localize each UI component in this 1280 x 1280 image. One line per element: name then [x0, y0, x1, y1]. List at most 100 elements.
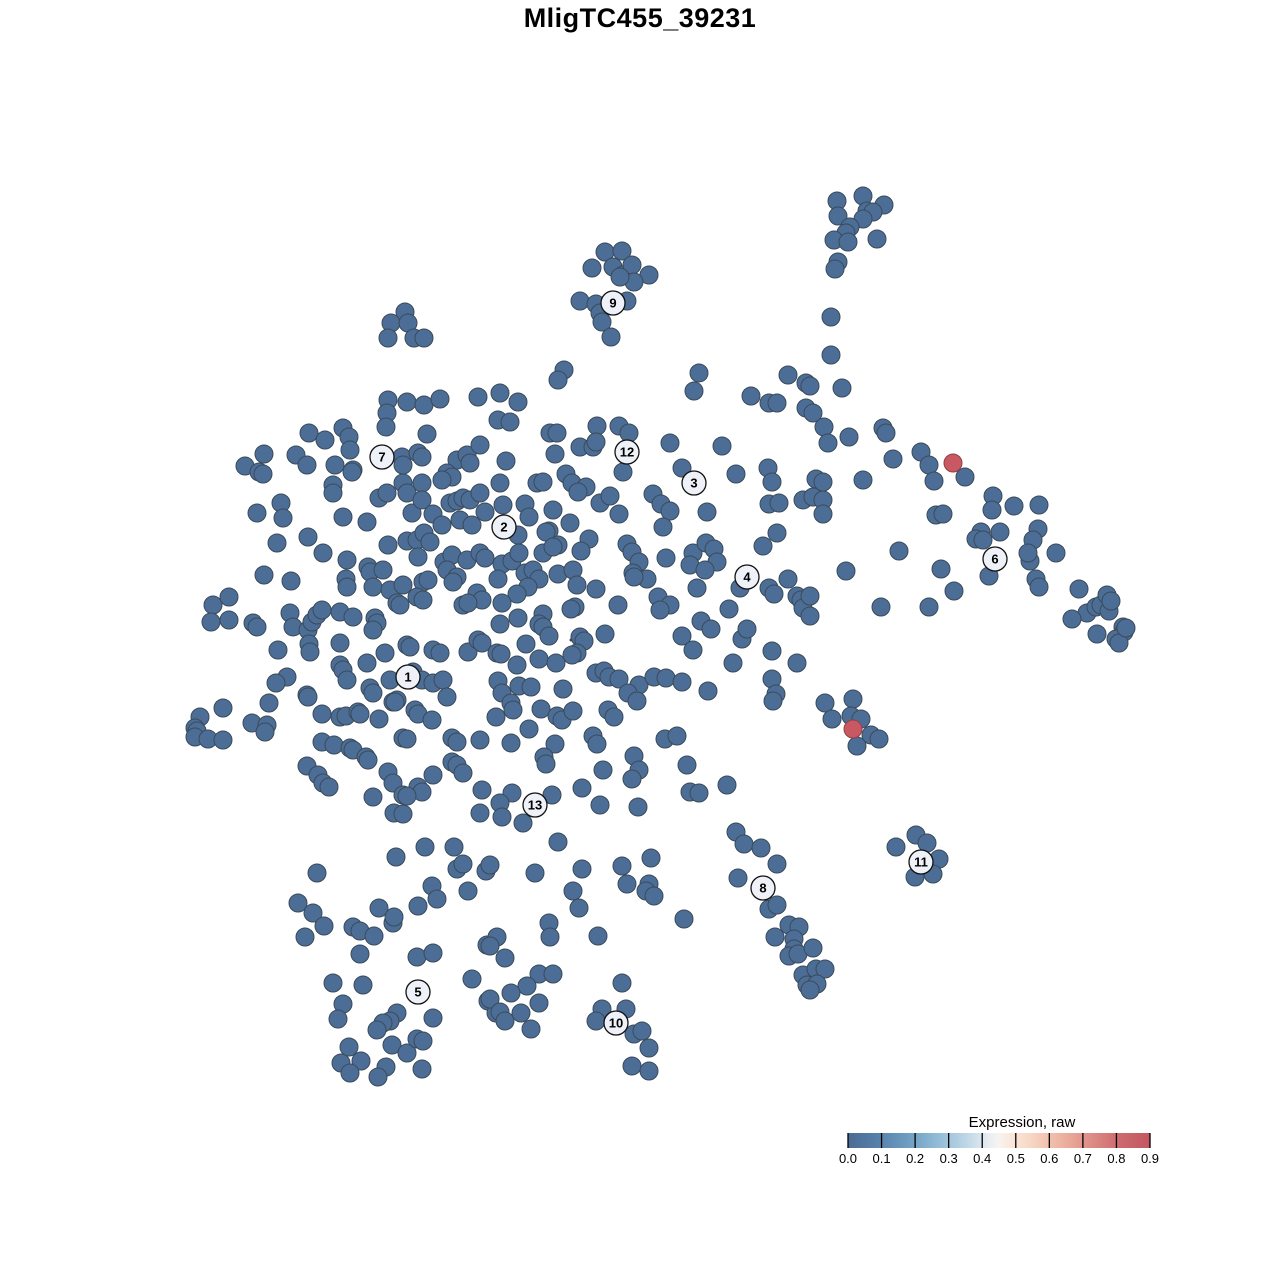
cluster-label-circle: [681, 470, 707, 496]
data-point: [432, 470, 452, 490]
data-point: [508, 392, 528, 412]
data-point: [413, 1031, 433, 1051]
data-point: [617, 874, 637, 894]
data-point: [378, 535, 398, 555]
data-point: [568, 482, 588, 502]
data-point: [592, 312, 612, 332]
data-point: [656, 668, 676, 688]
data-point: [402, 503, 422, 523]
data-point: [254, 444, 274, 464]
data-point: [726, 464, 746, 484]
data-point: [444, 837, 464, 857]
data-point: [268, 640, 288, 660]
data-point: [447, 732, 467, 752]
data-point: [545, 444, 565, 464]
data-point: [328, 1009, 348, 1029]
data-point: [624, 567, 644, 587]
data-point: [836, 561, 856, 581]
cluster-label-circle: [614, 439, 640, 465]
data-point: [325, 455, 345, 475]
data-point: [586, 1011, 606, 1031]
data-point: [357, 653, 377, 673]
data-point: [330, 633, 350, 653]
legend-tick-label: 0.4: [973, 1151, 991, 1166]
data-point: [397, 392, 417, 412]
data-point: [350, 944, 370, 964]
data-point: [376, 417, 396, 437]
data-point: [695, 560, 715, 580]
data-point: [582, 258, 602, 278]
data-point: [423, 943, 443, 963]
data-point: [353, 975, 373, 995]
data-point: [639, 1038, 659, 1058]
data-point: [423, 765, 443, 785]
data-point: [717, 775, 737, 795]
data-point: [560, 513, 580, 533]
data-point: [412, 447, 432, 467]
data-point: [553, 679, 573, 699]
data-point: [507, 655, 527, 675]
data-point: [919, 455, 939, 475]
data-point: [764, 584, 784, 604]
data-point: [543, 964, 563, 984]
data-point: [414, 328, 434, 348]
data-point: [363, 683, 383, 703]
data-point: [767, 854, 787, 874]
data-point: [822, 709, 842, 729]
data-point: [762, 641, 782, 661]
data-point: [307, 863, 327, 883]
data-point: [299, 423, 319, 443]
data-point: [815, 693, 835, 713]
cluster-label-text: 13: [528, 798, 542, 813]
data-point: [838, 232, 858, 252]
data-point: [547, 423, 567, 443]
data-point: [480, 989, 500, 1009]
cluster-label-circle: [908, 849, 934, 875]
cluster-label-circle: [369, 444, 395, 470]
data-point: [540, 927, 560, 947]
data-point: [201, 612, 221, 632]
data-point: [453, 763, 473, 783]
data-point: [490, 614, 510, 634]
data-point: [298, 527, 318, 547]
cluster-label-circle: [603, 1010, 629, 1036]
legend-tick-label: 0.1: [873, 1151, 891, 1166]
data-point: [684, 381, 704, 401]
cluster-label-circle: [982, 546, 1008, 572]
data-point: [340, 1063, 360, 1083]
data-point: [561, 599, 581, 619]
data-point: [667, 726, 687, 746]
data-point: [488, 569, 508, 589]
data-point: [660, 501, 680, 521]
data-point: [273, 508, 293, 528]
data-point: [803, 403, 823, 423]
data-point: [323, 483, 343, 503]
data-point: [490, 473, 510, 493]
cluster-label-text: 10: [609, 1016, 623, 1031]
data-point: [213, 730, 233, 750]
cluster-label-text: 1: [404, 670, 411, 685]
data-point: [569, 898, 589, 918]
cluster-label-text: 5: [414, 985, 421, 1000]
data-point: [337, 577, 357, 597]
data-point: [609, 669, 629, 689]
data-point: [604, 707, 624, 727]
legend-ticks: 0.0 0.1 0.2 0.3 0.4 0.5 0.6 0.7 0.8 0.9: [839, 1133, 1159, 1166]
data-point: [572, 859, 592, 879]
data-point: [397, 729, 417, 749]
data-point: [539, 626, 559, 646]
data-point: [653, 517, 673, 537]
data-point: [883, 449, 903, 469]
data-point: [650, 600, 670, 620]
points-layer: [185, 186, 1136, 1087]
data-point: [500, 412, 520, 432]
data-point: [728, 868, 748, 888]
data-point: [368, 1067, 388, 1087]
data-point: [397, 1043, 417, 1063]
data-point: [677, 755, 697, 775]
data-point: [762, 472, 782, 492]
data-point: [955, 467, 975, 487]
data-point: [297, 455, 317, 475]
data-point: [701, 619, 721, 639]
